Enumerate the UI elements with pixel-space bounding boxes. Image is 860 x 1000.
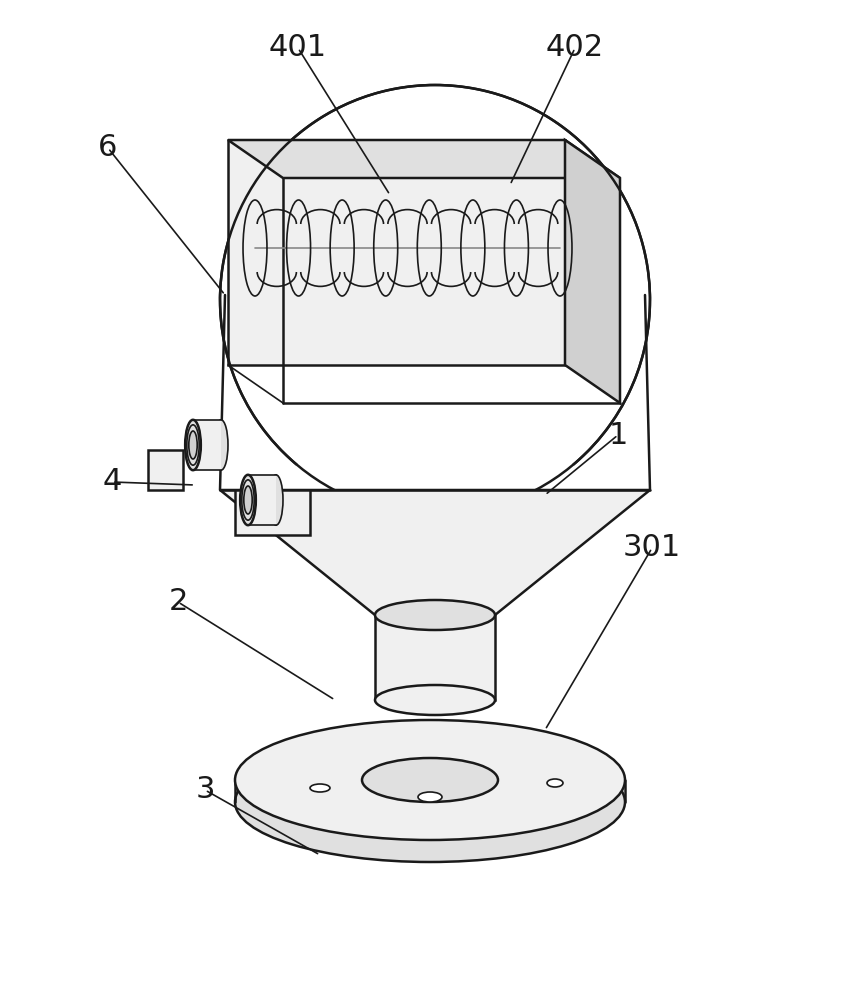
Polygon shape — [565, 140, 620, 403]
Ellipse shape — [362, 758, 498, 802]
Text: 3: 3 — [195, 776, 215, 804]
Ellipse shape — [214, 420, 228, 470]
Ellipse shape — [240, 475, 255, 525]
Text: 2: 2 — [169, 587, 187, 616]
Polygon shape — [375, 615, 495, 700]
Ellipse shape — [235, 720, 625, 840]
Text: 1: 1 — [608, 420, 628, 450]
Ellipse shape — [189, 431, 197, 459]
Ellipse shape — [310, 784, 330, 792]
Ellipse shape — [547, 779, 563, 787]
Ellipse shape — [235, 742, 625, 862]
Polygon shape — [220, 490, 650, 615]
Ellipse shape — [418, 792, 442, 802]
Polygon shape — [148, 450, 183, 490]
Ellipse shape — [220, 85, 650, 515]
Ellipse shape — [269, 475, 283, 525]
Text: 401: 401 — [269, 33, 327, 62]
Text: 6: 6 — [98, 133, 118, 162]
Polygon shape — [235, 490, 310, 535]
Ellipse shape — [243, 486, 252, 514]
Polygon shape — [248, 475, 276, 525]
Polygon shape — [228, 140, 565, 365]
Polygon shape — [228, 140, 620, 178]
Ellipse shape — [375, 600, 495, 630]
Ellipse shape — [185, 420, 201, 470]
Text: 301: 301 — [623, 534, 681, 562]
Polygon shape — [193, 420, 221, 470]
Ellipse shape — [375, 685, 495, 715]
Text: 402: 402 — [546, 33, 604, 62]
Text: 4: 4 — [102, 468, 121, 496]
